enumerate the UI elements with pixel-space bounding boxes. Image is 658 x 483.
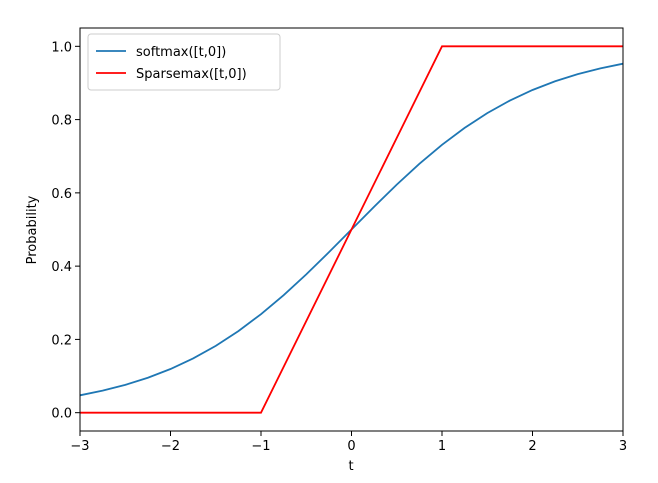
y-tick-label: 0.6 xyxy=(51,187,72,202)
x-tick-label: −1 xyxy=(251,439,270,454)
legend-box xyxy=(87,33,281,91)
y-axis-label: Probability xyxy=(25,195,40,264)
legend-label: Sparsemax([t,0]) xyxy=(136,67,247,82)
x-axis-label: t xyxy=(348,459,353,474)
plot-frame xyxy=(79,27,624,432)
y-tick-label: 0.4 xyxy=(51,260,72,275)
legend: softmax([t,0]) Sparsemax([t,0]) xyxy=(87,33,281,91)
legend-label: softmax([t,0]) xyxy=(136,45,226,60)
y-tick-label: 0.8 xyxy=(51,114,72,129)
x-tick-label: 0 xyxy=(347,439,355,454)
x-tick-label: 2 xyxy=(528,439,536,454)
y-tick-label: 1.0 xyxy=(51,40,72,55)
line-series xyxy=(80,45,623,414)
y-tick-label: 0.0 xyxy=(51,407,72,422)
x-tick-label: 3 xyxy=(619,439,627,454)
y-tick-label: 0.2 xyxy=(51,333,72,348)
x-tick-label: 1 xyxy=(438,439,446,454)
x-tick-label: −3 xyxy=(70,439,89,454)
x-tick-label: −2 xyxy=(161,439,180,454)
